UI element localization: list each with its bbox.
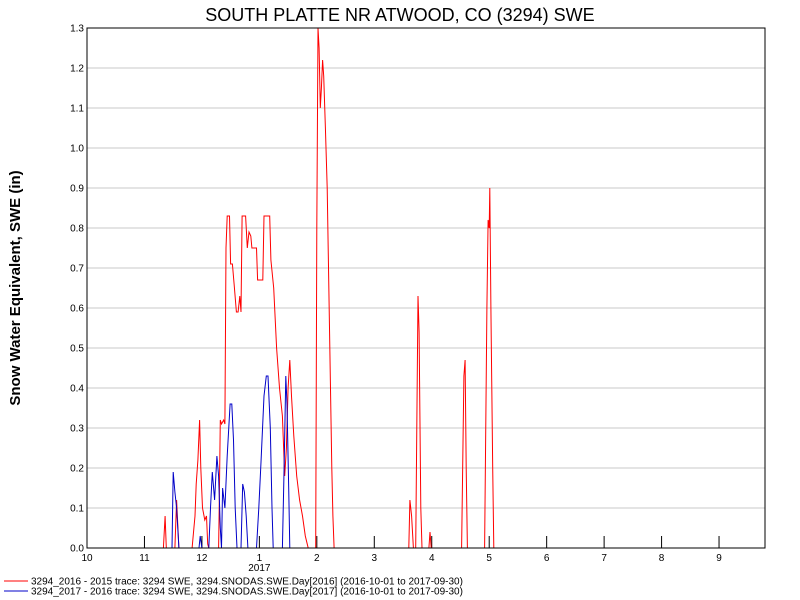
- x-tick-label: 12: [196, 553, 208, 564]
- y-tick-label: 0.0: [70, 544, 84, 555]
- x-tick-label: 9: [716, 553, 722, 564]
- y-tick-labels: 0.0 0.1 0.2 0.3 0.4 0.5 0.6 0.7 0.8 0.9 1.0 1.1 1.2 1…: [70, 24, 84, 555]
- y-axis-label: Snow Water Equivalent, SWE (in): [7, 170, 24, 405]
- legend: 3294_2016 - 2015 trace: 3294 SWE, 3294.S…: [4, 577, 463, 598]
- y-tick-label: 0.8: [70, 224, 84, 235]
- series-line: [171, 375, 291, 549]
- y-tick-label: 0.4: [70, 384, 84, 395]
- x-ticks: [86, 536, 720, 548]
- legend-entry: 3294_2016 - 2015 trace: 3294 SWE, 3294.S…: [31, 577, 463, 588]
- x-tick-label: 2: [314, 553, 320, 564]
- series-line: [162, 27, 495, 549]
- x-year-label: 2017: [248, 563, 271, 574]
- y-tick-label: 1.3: [70, 24, 84, 35]
- y-tick-label: 0.2: [70, 464, 84, 475]
- x-tick-label: 11: [139, 553, 150, 564]
- x-tick-label: 5: [486, 553, 492, 564]
- x-tick-labels: 10 11 12 1 2 3 4 5 6 7 8 9: [81, 553, 722, 564]
- x-tick-label: 7: [601, 553, 607, 564]
- y-tick-label: 1.1: [70, 104, 84, 115]
- y-tick-label: 0.5: [70, 344, 84, 355]
- legend-entry: 3294_2017 - 2016 trace: 3294 SWE, 3294.S…: [31, 587, 463, 598]
- x-tick-label: 4: [429, 553, 435, 564]
- x-tick-label: 1: [257, 553, 263, 564]
- grid-lines: [87, 27, 765, 549]
- x-tick-label: 3: [372, 553, 378, 564]
- plot-frame: [86, 27, 766, 549]
- series-layer: [162, 27, 495, 549]
- y-tick-label: 0.9: [70, 184, 84, 195]
- y-tick-label: 1.2: [70, 64, 84, 75]
- y-tick-label: 1.0: [70, 144, 84, 155]
- y-tick-label: 0.1: [70, 504, 84, 515]
- x-tick-label: 6: [544, 553, 550, 564]
- y-tick-label: 0.6: [70, 304, 84, 315]
- y-tick-label: 0.7: [70, 264, 84, 275]
- chart-title: SOUTH PLATTE NR ATWOOD, CO (3294) SWE: [205, 5, 594, 25]
- x-tick-label: 8: [659, 553, 665, 564]
- x-tick-label: 10: [81, 553, 93, 564]
- y-tick-label: 0.3: [70, 424, 84, 435]
